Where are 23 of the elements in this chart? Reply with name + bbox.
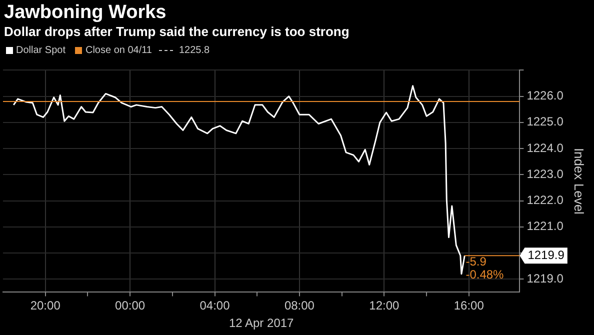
y-tick-label: 1223.0 <box>526 166 564 181</box>
text: 1225.8 <box>179 44 210 56</box>
data-label: 1219.9 <box>528 248 565 262</box>
x-tick-label: 08:00 <box>284 298 315 313</box>
x-tick-label: 04:00 <box>200 298 230 313</box>
annotation: -0.48% <box>466 268 504 282</box>
y-tick-label: 1221.0 <box>526 219 564 234</box>
legend-label: Dollar Spot <box>16 44 66 56</box>
y-tick-label: 1224.0 <box>526 140 564 155</box>
x-tick-label: 12:00 <box>369 298 400 313</box>
x-tick-label: 20:00 <box>30 298 61 313</box>
chart-title: Jawboning Works <box>3 1 168 23</box>
legend-label: Close on 04/11 <box>85 44 152 56</box>
y-axis-title: Index Level <box>572 148 587 215</box>
y-tick-label: 1225.0 <box>526 114 564 129</box>
x-tick-label: 16:00 <box>454 298 484 313</box>
annotation: -5.9 <box>466 254 487 268</box>
y-tick-label: 1222.0 <box>526 193 564 208</box>
y-tick-label: 1219.0 <box>526 271 564 286</box>
x-axis-title: 12 Apr 2017 <box>228 316 294 330</box>
chart-subtitle: Dollar drops after Trump said the currency is too strong <box>3 23 350 40</box>
y-tick-label: 1226.0 <box>526 88 564 103</box>
x-tick-label: 00:00 <box>115 298 146 313</box>
